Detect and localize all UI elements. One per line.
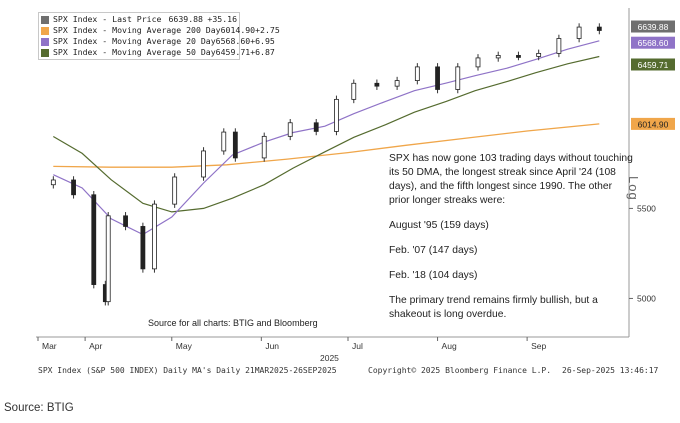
x-axis-year: 2025	[320, 353, 339, 363]
legend-change: +6.95	[250, 36, 275, 46]
x-tick-label: Jun	[265, 341, 279, 351]
price-candle	[414, 66, 420, 81]
legend-value: 6014.90	[220, 25, 256, 35]
price-candle	[105, 215, 111, 303]
price-candle	[201, 150, 206, 178]
y-tick-label: 5000	[637, 293, 656, 303]
price-candle	[152, 203, 157, 270]
plot-background	[36, 8, 629, 337]
price-candle	[140, 226, 146, 270]
legend-item-ma-20: SPX Index - Moving Average 20 Day 6568.6…	[41, 36, 275, 47]
price-candle	[394, 80, 400, 87]
legend-swatch	[41, 48, 49, 57]
chart-legend: SPX Index - Last Price 6639.88 +35.16 SP…	[38, 12, 280, 60]
footer-description: SPX Index (S&P 500 INDEX) Daily MA's Dai…	[38, 366, 337, 375]
x-tick-label: Sep	[531, 341, 546, 351]
legend-swatch	[41, 15, 49, 24]
annotation-conclusion: The primary trend remains firmly bullish…	[389, 295, 598, 320]
price-candle	[475, 57, 481, 68]
price-label-box	[631, 20, 675, 33]
price-candle	[495, 55, 501, 59]
price-candle	[596, 26, 602, 31]
price-label-box	[631, 36, 675, 49]
legend-change: +35.16	[207, 14, 237, 24]
price-label-text: 6459.71	[638, 60, 669, 70]
price-candle	[576, 26, 582, 39]
series-group	[50, 23, 602, 306]
x-tick-label: Apr	[89, 341, 102, 351]
price-candle	[435, 66, 440, 90]
figure-caption: Source: BTIG	[4, 402, 74, 414]
price-candle	[261, 135, 267, 159]
x-tick-label: Jul	[352, 341, 363, 351]
footer-timestamp: 26-Sep-2025 13:46:17	[562, 366, 659, 375]
legend-item-last-price: SPX Index - Last Price 6639.88 +35.16	[41, 14, 237, 25]
annotation-streak: Feb. '07 (147 days)	[389, 245, 478, 256]
legend-item-ma-50: SPX Index - Moving Average 50 Day 6459.7…	[41, 47, 275, 58]
price-candle	[455, 66, 461, 90]
footer-copyright: Copyright© 2025 Bloomberg Finance L.P.	[368, 366, 552, 375]
annotation-streak: Feb. '18 (104 days)	[389, 270, 478, 281]
price-label-group: 6639.88 6568.60 6459.71 6014.90	[631, 20, 675, 130]
price-label-text: 6568.60	[638, 38, 669, 48]
x-tick-label: Aug	[442, 341, 457, 351]
annotation-paragraph: SPX has now gone 103 trading days withou…	[389, 153, 633, 206]
price-candle	[351, 82, 357, 100]
price-candle	[232, 131, 238, 159]
legend-change: +2.75	[255, 25, 280, 35]
legend-swatch	[41, 26, 49, 35]
price-candle	[91, 194, 97, 285]
price-candle	[71, 179, 76, 196]
price-candle	[221, 131, 227, 152]
price-candle	[313, 122, 319, 132]
legend-value: 6459.71	[215, 47, 251, 57]
series-line	[52, 55, 600, 213]
price-candle	[172, 176, 178, 205]
price-candle	[374, 82, 380, 87]
legend-value: 6568.60	[215, 36, 251, 46]
x-tick-label: May	[176, 341, 193, 351]
legend-label: SPX Index - Moving Average 50 Day	[53, 47, 216, 57]
legend-value: 6639.88	[168, 14, 203, 24]
price-candle	[556, 38, 562, 54]
legend-swatch	[41, 37, 49, 46]
y-tick-group: 5500 5000	[629, 203, 656, 303]
legend-item-ma-200: SPX Index - Moving Average 200 Day 6014.…	[41, 25, 280, 36]
price-label-box	[631, 117, 675, 130]
price-candle	[536, 52, 542, 57]
price-candle	[516, 55, 521, 58]
legend-label: SPX Index - Last Price	[53, 14, 162, 24]
legend-label: SPX Index - Moving Average 20 Day	[53, 36, 216, 46]
price-label-text: 6014.90	[638, 119, 669, 129]
legend-label: SPX Index - Moving Average 200 Day	[53, 25, 221, 35]
chart-source-note: Source for all charts: BTIG and Bloomber…	[148, 318, 318, 328]
x-tick-label: Mar	[42, 341, 57, 351]
price-candle	[287, 122, 293, 137]
legend-change: +6.87	[250, 47, 275, 57]
annotation-streak: August '95 (159 days)	[389, 220, 489, 231]
price-label-box	[631, 58, 675, 71]
price-candle	[123, 215, 128, 227]
chart-annotation: SPX has now gone 103 trading days withou…	[389, 152, 635, 322]
y-tick-label: 5500	[637, 203, 656, 213]
price-label-text: 6639.88	[638, 22, 669, 32]
price-candle	[50, 179, 56, 186]
x-tick-group: Mar Apr May Jun Jul Aug Sep	[37, 337, 547, 351]
price-candle	[334, 98, 339, 132]
